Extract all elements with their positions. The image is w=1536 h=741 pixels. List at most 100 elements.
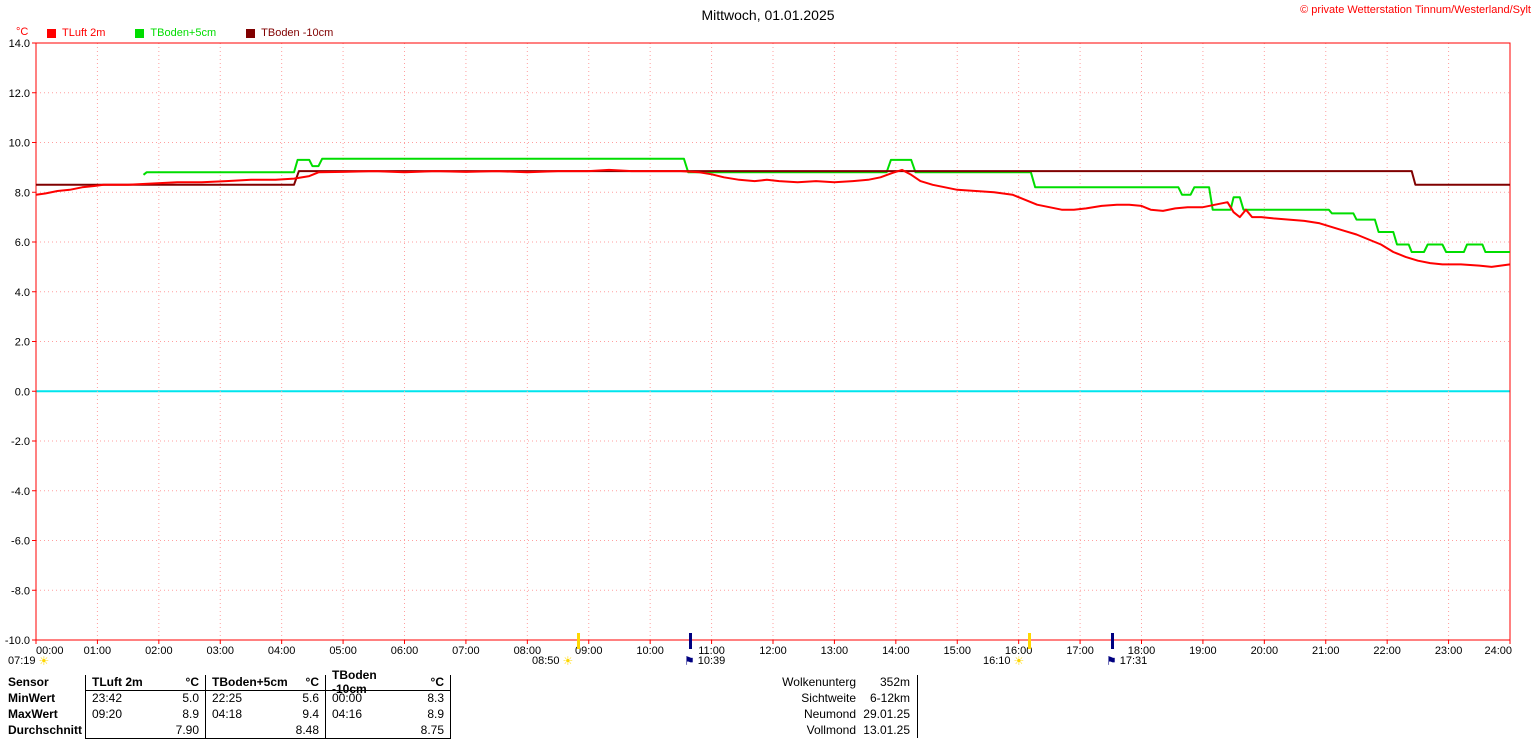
temperature-chart: 14.0 12.0 10.0 8.0 6.0 4.0 2.0 0.0 -2.0 -4.0 -6.0 -… (5, 38, 1512, 657)
morning-twilight-marker: 07:19 ☀ (8, 655, 49, 667)
stats-col-name: TBoden -10cm (332, 668, 377, 696)
condition-label: Wolkenunterg (782, 675, 856, 689)
x-tick-label: 00:00 (36, 645, 64, 657)
sunrise-axis-tick (577, 633, 580, 649)
x-tick-label: 01:00 (84, 645, 112, 657)
x-tick-label: 18:00 (1128, 645, 1156, 657)
stats-col-name: TBoden+5cm (212, 675, 288, 689)
x-tick-label: 21:00 (1312, 645, 1340, 657)
sunset-axis-tick (1028, 633, 1031, 649)
x-tick-label: 03:00 (206, 645, 234, 657)
conditions-row: Neumond 29.01.25 (780, 706, 910, 722)
avg-value: 8.75 (420, 723, 444, 737)
y-axis-unit-label: °C (16, 26, 29, 38)
stats-min-row: MinWert 23:42 5.0 22:25 5.6 00:00 8.3 (8, 690, 454, 706)
stats-row-label: MinWert (8, 691, 56, 705)
x-tick-label: 19:00 (1189, 645, 1217, 657)
x-tick-label: 15:00 (943, 645, 971, 657)
sunset-marker: 16:10 ☀ (983, 655, 1024, 667)
y-tick-label: 8.0 (15, 187, 30, 199)
y-tick-label: -4.0 (11, 486, 30, 498)
condition-value: 352m (879, 675, 910, 689)
legend-item-tluft-2m: TLuft 2m (47, 27, 105, 39)
page-title: Mittwoch, 01.01.2025 (701, 7, 835, 23)
max-time: 09:20 (92, 707, 123, 721)
min-value: 5.6 (302, 691, 319, 705)
stats-col-unit: °C (305, 675, 319, 689)
table-divider (325, 675, 326, 738)
moonrise-axis-tick (689, 633, 692, 649)
flag-icon: ⚑ (684, 654, 695, 668)
legend-label-tboden-5cm: TBoden+5cm (150, 27, 217, 39)
y-tick-label: 0.0 (15, 386, 30, 398)
min-value: 8.3 (427, 691, 444, 705)
min-time: 00:00 (332, 691, 363, 705)
legend-item-tboden-minus10cm: TBoden -10cm (246, 27, 333, 39)
min-value: 5.0 (182, 691, 199, 705)
stats-corner-label: Sensor (8, 675, 49, 689)
stats-row-label: Durchschnitt (8, 723, 83, 737)
sun-icon: ☀ (562, 654, 574, 668)
table-divider (205, 675, 206, 738)
y-tick-label: 14.0 (9, 38, 30, 50)
x-tick-label: 08:00 (514, 645, 542, 657)
legend-swatch-tluft-2m (47, 28, 56, 38)
x-tick-label: 22:00 (1373, 645, 1401, 657)
series-line-tboden+5cm (142, 157, 1510, 253)
legend-label-tluft-2m: TLuft 2m (62, 27, 106, 39)
condition-label: Vollmond (806, 723, 856, 737)
flag-icon: ⚑ (1106, 654, 1117, 668)
x-tick-label: 17:00 (1066, 645, 1094, 657)
table-divider (917, 675, 918, 738)
moonset-marker: ⚑ 17:31 (1106, 655, 1147, 667)
stats-col-unit: °C (185, 675, 199, 689)
max-value: 8.9 (427, 707, 444, 721)
x-tick-label: 11:00 (698, 645, 725, 657)
stats-table: Sensor TLuft 2m °C TBoden+5cm °C TBoden -1… (8, 668, 454, 740)
stats-avg-row: Durchschnitt 7.90 8.48 8.75 (8, 722, 454, 738)
moonset-axis-tick (1111, 633, 1114, 649)
legend-swatch-tboden-5cm (135, 28, 145, 38)
y-tick-label: 6.0 (15, 237, 30, 249)
y-tick-label: 10.0 (9, 138, 30, 150)
max-time: 04:16 (332, 707, 363, 721)
stats-max-row: MaxWert 09:20 8.9 04:18 9.4 04:16 8.9 (8, 706, 454, 722)
sun-icon: ☀ (38, 654, 50, 668)
legend-item-tboden-5cm: TBoden+5cm (135, 27, 216, 39)
y-tick-label: -8.0 (11, 585, 30, 597)
condition-value: 13.01.25 (863, 723, 910, 737)
x-tick-label: 06:00 (391, 645, 419, 657)
series-line-tluft-2m (35, 168, 1511, 268)
x-tick-label: 23:00 (1435, 645, 1463, 657)
sunrise-marker: 08:50 ☀ (532, 655, 573, 667)
x-tick-label: 10:00 (636, 645, 664, 657)
condition-value: 6-12km (869, 691, 910, 705)
table-divider (85, 675, 86, 738)
max-time: 04:18 (212, 707, 243, 721)
x-tick-label: 12:00 (759, 645, 787, 657)
stats-col-name: TLuft 2m (92, 675, 143, 689)
y-tick-label: 12.0 (9, 88, 30, 100)
condition-value: 29.01.25 (863, 707, 910, 721)
series-line-tboden--10cm (36, 170, 1510, 186)
marker-time: 07:19 (8, 655, 36, 667)
x-tick-label: 20:00 (1251, 645, 1279, 657)
y-tick-label: 2.0 (15, 337, 30, 349)
conditions-row: Wolkenunterg 352m (780, 674, 910, 690)
y-tick-label: 4.0 (15, 287, 30, 299)
marker-time: 10:39 (697, 655, 726, 667)
x-tick-label: 09:00 (575, 645, 603, 657)
chart-legend: TLuft 2m TBoden+5cm TBoden -10cm (47, 27, 333, 39)
y-tick-label: -10.0 (5, 635, 30, 647)
y-tick-label: -6.0 (11, 536, 30, 548)
marker-time: 17:31 (1119, 655, 1148, 667)
station-credit: © private Wetterstation Tinnum/Westerlan… (1300, 4, 1531, 16)
x-tick-label: 02:00 (145, 645, 173, 657)
conditions-row: Vollmond 13.01.25 (780, 722, 910, 738)
avg-value: 8.48 (295, 723, 319, 737)
stats-row-label: MaxWert (8, 707, 58, 721)
sun-icon: ☀ (1013, 654, 1025, 668)
x-tick-label: 14:00 (882, 645, 910, 657)
table-divider (450, 675, 451, 738)
condition-label: Neumond (803, 707, 856, 721)
